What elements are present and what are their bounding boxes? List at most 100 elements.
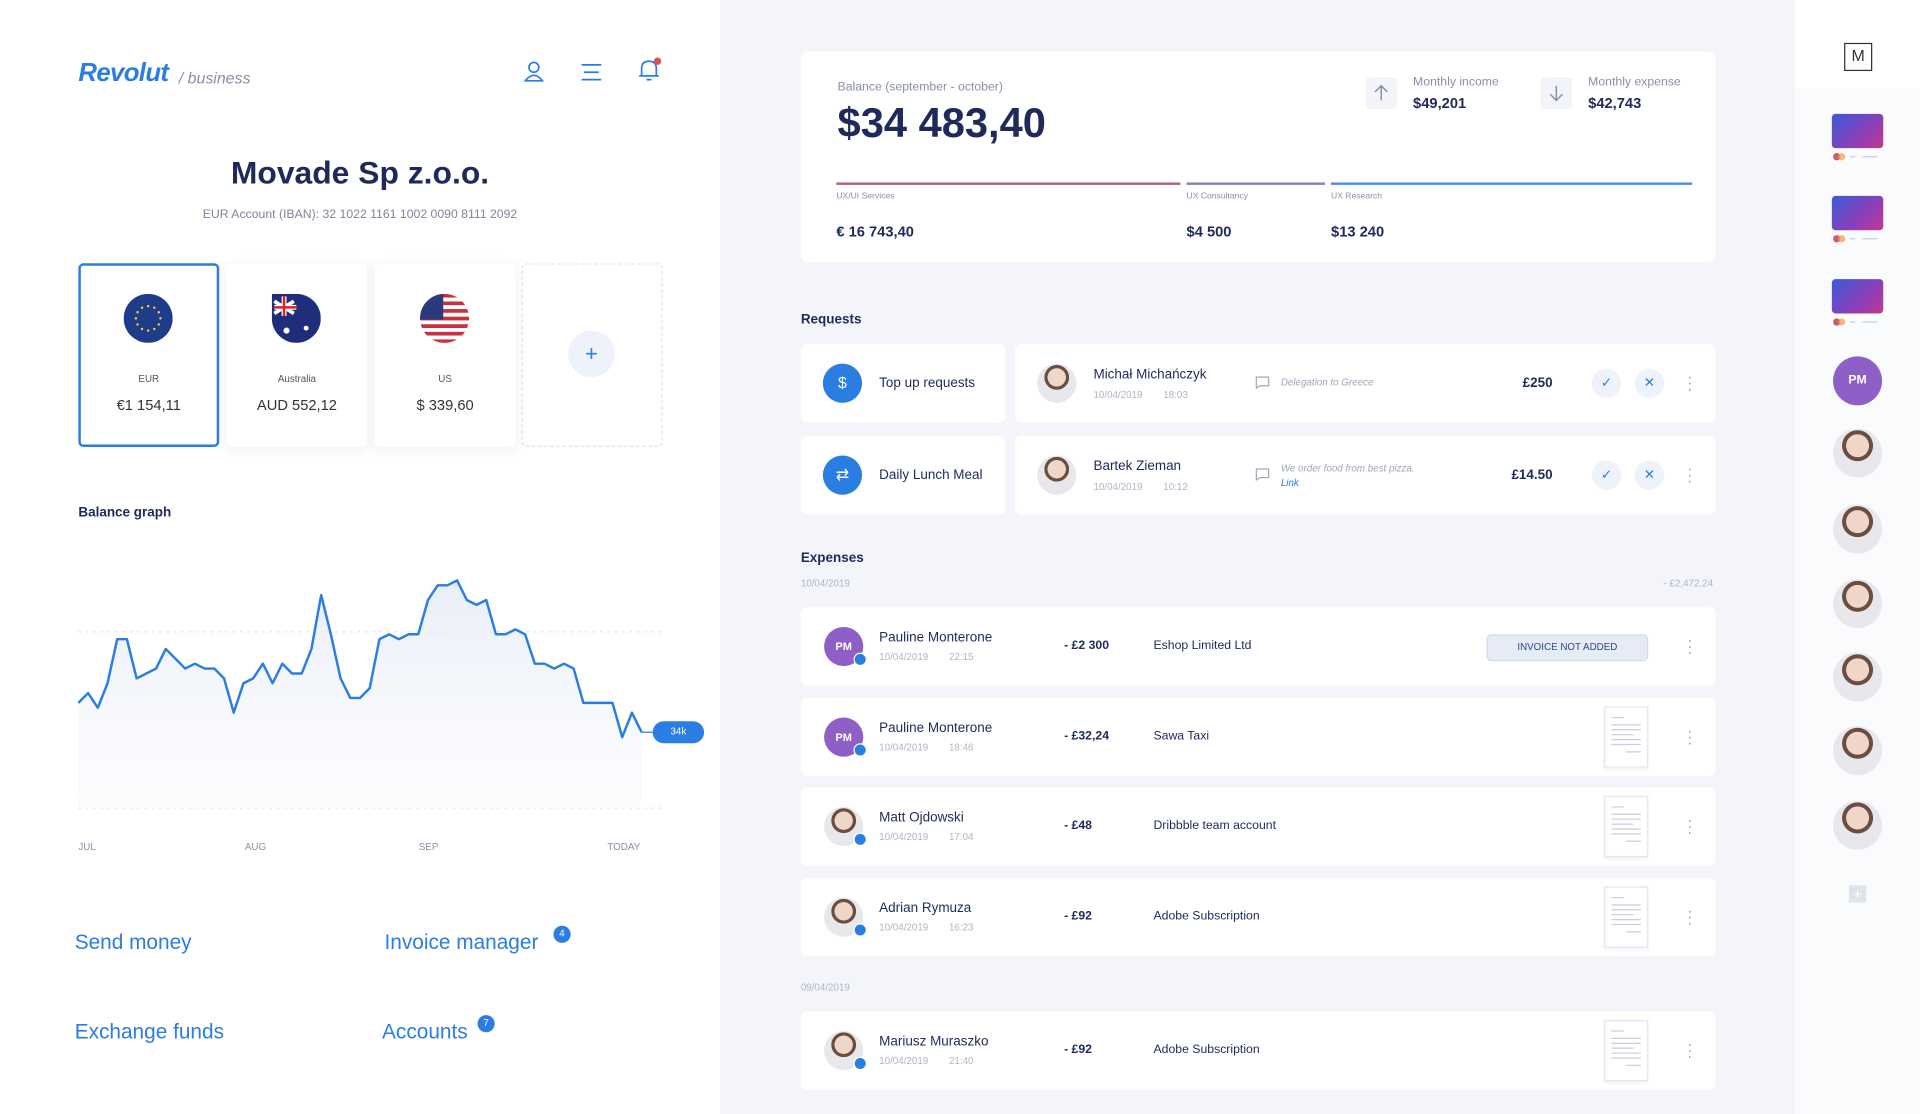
action-link[interactable]: Exchange funds — [74, 1020, 224, 1044]
avatar[interactable] — [1833, 652, 1883, 702]
group-total: - £2,472.24 — [1663, 577, 1714, 589]
more-button[interactable]: · · · — [1687, 1034, 1693, 1066]
avatar[interactable] — [1833, 428, 1883, 478]
expense-card[interactable] — [800, 697, 1716, 777]
add-member[interactable]: + — [1848, 885, 1867, 903]
avatar-initials: PM — [824, 626, 864, 667]
balance-graph — [77, 579, 662, 809]
receipt-lines — [1611, 1030, 1641, 1066]
stat-label: Monthly income — [1413, 75, 1499, 90]
avatar[interactable] — [1833, 504, 1883, 554]
avatar — [1037, 363, 1077, 403]
account-amount: €1 154,11 — [116, 396, 181, 414]
bell-icon — [639, 57, 662, 81]
request-date: 10/04/2019 — [1093, 389, 1143, 401]
request-date: 10/04/2019 — [1093, 481, 1143, 493]
avatar[interactable] — [1833, 726, 1883, 776]
breakdown-name: UX/UI Services — [836, 192, 895, 201]
note: We order food from best pizza. — [1280, 462, 1415, 474]
right-sidebar — [1795, 0, 1920, 1114]
expense-date: 10/04/2019 — [879, 742, 929, 754]
expense-card[interactable] — [800, 787, 1716, 866]
reject-button[interactable]: ✕ — [1634, 460, 1665, 490]
transfer-dot — [853, 923, 867, 937]
breakdown-bar — [1186, 182, 1325, 185]
sidebar-avatar[interactable]: PM — [1833, 356, 1883, 406]
breakdown-amount: $4 500 — [1186, 222, 1232, 241]
account-card[interactable] — [78, 263, 220, 447]
request-icon: $ — [822, 363, 863, 403]
person-name: Michał Michańczyk — [1093, 367, 1207, 383]
expense-amount: - £32,24 — [1064, 729, 1110, 744]
flag — [123, 293, 173, 343]
account-amount: $ 339,60 — [416, 396, 474, 414]
receipt[interactable] — [1604, 886, 1649, 948]
expense-card[interactable] — [800, 877, 1716, 957]
more-button[interactable]: · · · — [1687, 810, 1693, 842]
avatar[interactable] — [1833, 800, 1883, 850]
graph-line — [77, 579, 643, 739]
card-thumb[interactable] — [1831, 113, 1884, 149]
note-link[interactable]: Link — [1280, 477, 1299, 489]
left-panel — [0, 0, 721, 1114]
add-account[interactable] — [521, 263, 663, 447]
add-button[interactable]: + — [568, 330, 615, 378]
expense-time: 21:40 — [948, 1055, 974, 1067]
stat-icon-box — [1365, 77, 1398, 109]
x-label: SEP — [418, 841, 439, 853]
group-date: 10/04/2019 — [800, 577, 850, 589]
more-button[interactable]: · · · — [1687, 459, 1693, 490]
more-button[interactable]: · · · — [1687, 721, 1693, 752]
action-link[interactable]: Invoice manager — [384, 930, 539, 954]
transfer-dot — [853, 743, 867, 757]
logo-sub: / business — [178, 68, 251, 87]
note-icon — [1255, 376, 1270, 390]
request-type: Top up requests — [879, 375, 976, 391]
card-thumb[interactable] — [1831, 279, 1884, 314]
request-amount: £14.50 — [1511, 467, 1553, 483]
card-thumb[interactable] — [1831, 195, 1884, 231]
expense-time: 22:15 — [948, 651, 974, 663]
avatar — [1037, 455, 1077, 495]
account-code: Australia — [277, 373, 316, 385]
avatar[interactable] — [1833, 579, 1883, 629]
account-amount: AUD 552,12 — [256, 396, 337, 414]
x-label: AUG — [244, 841, 267, 853]
merchant: Sawa Taxi — [1153, 729, 1210, 744]
transfer-dot — [853, 1056, 867, 1071]
reject-button[interactable]: ✕ — [1634, 368, 1665, 398]
breakdown-bar — [836, 182, 1181, 185]
merchant: Dribbble team account — [1153, 819, 1276, 833]
action-link[interactable]: Send money — [74, 930, 192, 954]
breakdown-amount: $13 240 — [1331, 222, 1385, 241]
request-type: Daily Lunch Meal — [879, 467, 983, 483]
logo: Revolut — [78, 58, 169, 87]
balance-label: Balance (september - october) — [837, 80, 1003, 95]
expense-amount: - £2 300 — [1064, 639, 1110, 653]
more-button[interactable]: · · · — [1687, 901, 1693, 932]
request-amount: £250 — [1522, 375, 1553, 391]
expense-card[interactable] — [800, 1011, 1716, 1090]
receipt[interactable] — [1604, 706, 1649, 768]
more-button[interactable]: · · · — [1687, 367, 1693, 398]
badge: 7 — [477, 1015, 495, 1033]
approve-button[interactable]: ✓ — [1591, 368, 1622, 398]
status-pill[interactable]: INVOICE NOT ADDED — [1486, 634, 1649, 662]
more-button[interactable]: · · · — [1687, 630, 1693, 662]
account-card[interactable] — [374, 263, 516, 447]
approve-button[interactable]: ✓ — [1591, 460, 1622, 490]
flag — [420, 293, 469, 343]
receipt[interactable] — [1604, 1020, 1649, 1082]
expense-name: Mariusz Muraszko — [879, 1034, 989, 1050]
expense-name: Pauline Monterone — [879, 721, 993, 736]
receipt[interactable] — [1604, 795, 1649, 858]
graph-title: Balance graph — [78, 505, 172, 521]
expense-date: 10/04/2019 — [879, 1055, 929, 1067]
account-card[interactable] — [226, 263, 368, 447]
action-link[interactable]: Accounts — [382, 1020, 468, 1044]
receipt-lines — [1611, 896, 1641, 933]
workspace-logo[interactable]: M — [1844, 42, 1873, 72]
card-chip — [1833, 153, 1878, 161]
account-code: US — [438, 373, 452, 385]
